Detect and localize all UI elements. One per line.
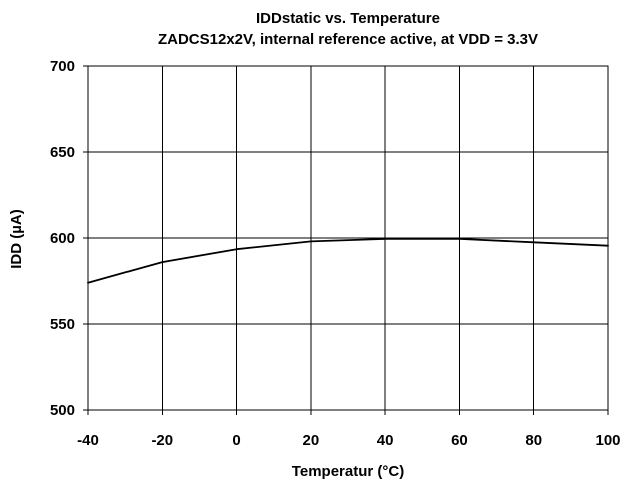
x-tick-label: 0 xyxy=(232,432,240,449)
x-axis-tick-labels: -40 -20 0 20 40 60 80 100 xyxy=(77,432,620,449)
y-axis-label: IDD (µA) xyxy=(8,209,25,268)
x-tick-label: -20 xyxy=(151,432,173,449)
x-tick-label: -40 xyxy=(77,432,99,449)
x-tick-label: 40 xyxy=(377,432,394,449)
chart-subtitle: ZADCS12x2V, internal reference active, a… xyxy=(158,31,538,48)
chart-title-group: IDDstatic vs. Temperature ZADCS12x2V, in… xyxy=(158,10,538,48)
y-tick-label: 650 xyxy=(50,144,75,161)
x-tick-label: 60 xyxy=(451,432,468,449)
x-tick-label: 20 xyxy=(303,432,320,449)
x-tick-label: 100 xyxy=(595,432,620,449)
chart-title: IDDstatic vs. Temperature xyxy=(256,10,440,27)
x-tick-label: 80 xyxy=(525,432,542,449)
data-series xyxy=(87,237,609,284)
axis-ticks xyxy=(83,65,609,415)
y-tick-label: 700 xyxy=(50,58,75,75)
x-axis-label: Temperatur (°C) xyxy=(292,463,404,480)
grid-lines xyxy=(87,65,609,411)
y-tick-label: 550 xyxy=(50,316,75,333)
y-tick-label: 600 xyxy=(50,230,75,247)
y-axis-tick-labels: 500 550 600 650 700 xyxy=(50,58,75,419)
series-line xyxy=(87,237,609,284)
y-tick-label: 500 xyxy=(50,402,75,419)
